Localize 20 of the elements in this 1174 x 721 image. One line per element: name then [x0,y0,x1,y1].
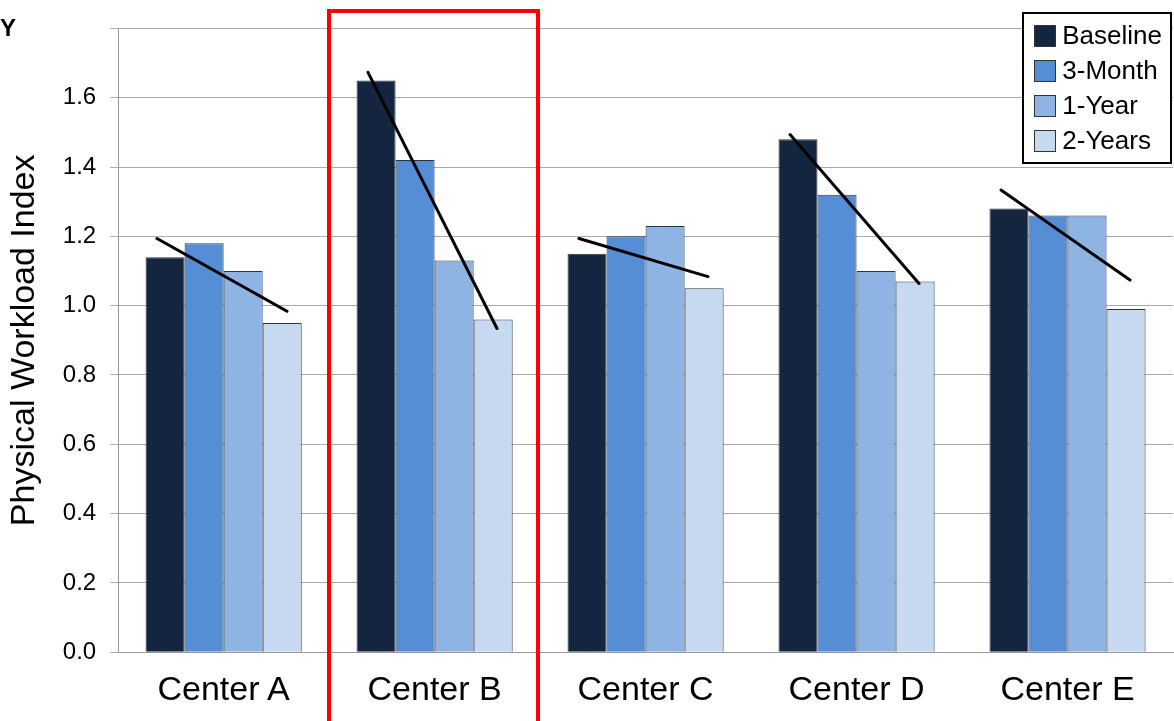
y-tick-label: 0.4 [62,498,97,526]
x-tick-label: Center A [157,668,291,707]
y-tick-label: 1.6 [62,82,97,110]
y-axis-title: Physical Workload Index [2,154,41,527]
y-tick-label: 1.2 [62,220,97,248]
y-tick-label: 0.0 [62,636,97,664]
legend-label: 2-Years [1062,124,1151,157]
legend-label: 3-Month [1062,54,1158,87]
x-tick-label: Center B [367,668,502,707]
legend-label: Baseline [1062,19,1162,52]
y-tick-label: 0.2 [62,567,97,595]
x-tick-label: Center E [1000,668,1135,707]
y-tick-label: 0.8 [62,359,97,387]
y-tick-label: 1.0 [62,290,97,318]
text: Y [0,14,17,42]
y-tick-label: 1.4 [62,151,97,179]
x-tick-label: Center D [788,668,925,707]
x-tick-label: Center C [577,668,714,707]
legend-label: 1-Year [1062,89,1138,122]
y-tick-label: 0.6 [62,428,97,456]
